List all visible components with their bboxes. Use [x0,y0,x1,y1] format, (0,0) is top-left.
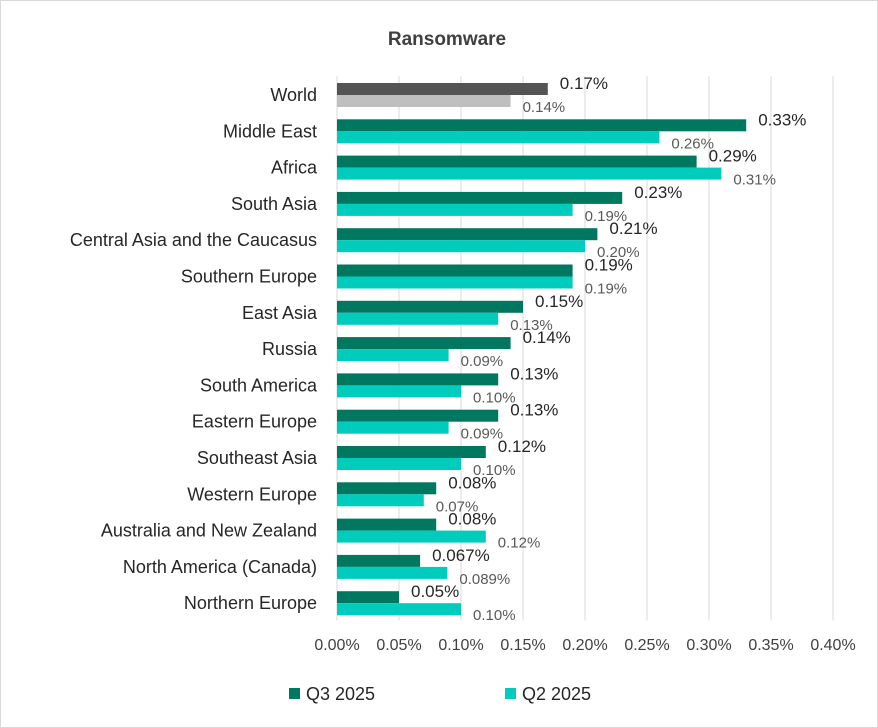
bar-q3 [337,83,548,95]
bar-q3 [337,518,437,531]
data-label-q2: 0.10% [473,389,516,406]
x-tick-label: 0.00% [314,637,359,654]
legend: Q3 2025 Q2 2025 [289,684,591,704]
bar-q3 [337,554,421,567]
bar-q2 [337,421,449,434]
category-label: South Asia [231,194,318,214]
bar-q2 [337,276,573,289]
category-label: Southeast Asia [197,448,318,468]
data-label-q2: 0.07% [436,498,479,515]
bar-q3 [337,446,486,458]
bar-q2 [337,530,486,543]
x-tick-label: 0.30% [686,637,731,654]
category-label: East Asia [242,303,318,323]
data-label-q2: 0.089% [459,571,510,588]
data-label-q2: 0.09% [461,353,504,370]
data-label-q3: 0.067% [432,546,490,565]
x-tick-label: 0.35% [748,637,793,654]
x-tick-label: 0.05% [376,637,421,654]
bar-q3 [337,191,623,204]
bar-q2 [337,240,585,253]
data-label-q2: 0.10% [473,607,516,624]
category-label: World [270,85,317,105]
x-tick-label: 0.25% [624,637,669,654]
x-tick-label: 0.40% [810,637,855,654]
bars [337,83,747,616]
category-labels: World Middle East Africa South Asia Central … [70,85,318,613]
bar-q2 [337,566,448,579]
bar-q2 [337,458,461,470]
category-label: Eastern Europe [192,412,317,432]
data-label-q2: 0.09% [461,426,504,443]
x-axis-ticks: 0.00% 0.05% 0.10% 0.15% 0.20% 0.25% 0.30% 0.35%… [314,637,855,654]
data-label-q3: 0.05% [411,582,459,601]
bar-q2 [337,312,499,325]
category-label: Middle East [223,121,317,141]
bar-q2 [337,603,461,616]
bar-q2 [337,494,424,507]
legend-swatch-q2 [505,688,516,699]
data-label-q2: 0.12% [498,535,541,552]
data-labels: 0.17% 0.14% 0.33% 0.26%0.29% 0.31% 0.23% 0.19%… [411,74,806,624]
data-label-q2: 0.13% [510,317,553,334]
category-label: Western Europe [187,484,317,504]
data-label-q2: 0.31% [733,172,776,189]
data-label-q3: 0.08% [448,510,496,529]
category-label: Southern Europe [181,267,317,287]
bar-q3 [337,337,511,350]
category-label: Australia and New Zealand [101,521,317,541]
bar-q3 [337,155,697,168]
legend-swatch-q3 [289,688,300,699]
data-label-q2: 0.20% [597,244,640,261]
data-label-q2: 0.26% [671,135,714,152]
data-label-q3: 0.17% [560,74,608,93]
data-label-q2: 0.14% [523,99,566,116]
chart-title: Ransomware [388,29,506,50]
bar-q3 [337,373,499,386]
data-label-q2: 0.10% [473,462,516,479]
bar-q3 [337,591,399,604]
bar-q3 [337,482,437,495]
category-label: Northern Europe [184,593,317,613]
x-tick-label: 0.15% [500,637,545,654]
legend-label-q2: Q2 2025 [522,684,591,704]
data-label-q3: 0.13% [510,364,558,383]
bar-q3 [337,300,523,313]
data-label-q3: 0.14% [523,328,571,347]
bar-q2 [337,349,449,362]
data-label-q3: 0.13% [510,401,558,420]
legend-label-q3: Q3 2025 [306,684,375,704]
bar-q3 [337,119,747,132]
bar-q3 [337,409,499,422]
x-tick-label: 0.20% [562,637,607,654]
data-label-q3: 0.15% [535,292,583,311]
bar-q2 [337,95,511,107]
bar-q3 [337,228,598,241]
data-label-q2: 0.19% [585,208,628,225]
data-label-q2: 0.19% [585,281,628,298]
data-label-q3: 0.29% [709,147,757,166]
data-label-q3: 0.21% [609,219,657,238]
bar-q2 [337,203,573,216]
bar-q3 [337,264,573,277]
data-label-q3: 0.19% [585,256,633,275]
category-label: North America (Canada) [123,557,317,577]
bar-q2 [337,131,660,144]
data-label-q3: 0.33% [758,110,806,129]
category-label: Russia [262,339,318,359]
bar-q2 [337,385,461,398]
x-tick-label: 0.10% [438,637,483,654]
data-label-q3: 0.12% [498,437,546,456]
category-label: Central Asia and the Caucasus [70,230,317,250]
bar-q2 [337,167,722,180]
category-label: South America [200,375,318,395]
data-label-q3: 0.08% [448,473,496,492]
data-label-q3: 0.23% [634,183,682,202]
category-label: Africa [271,158,318,178]
